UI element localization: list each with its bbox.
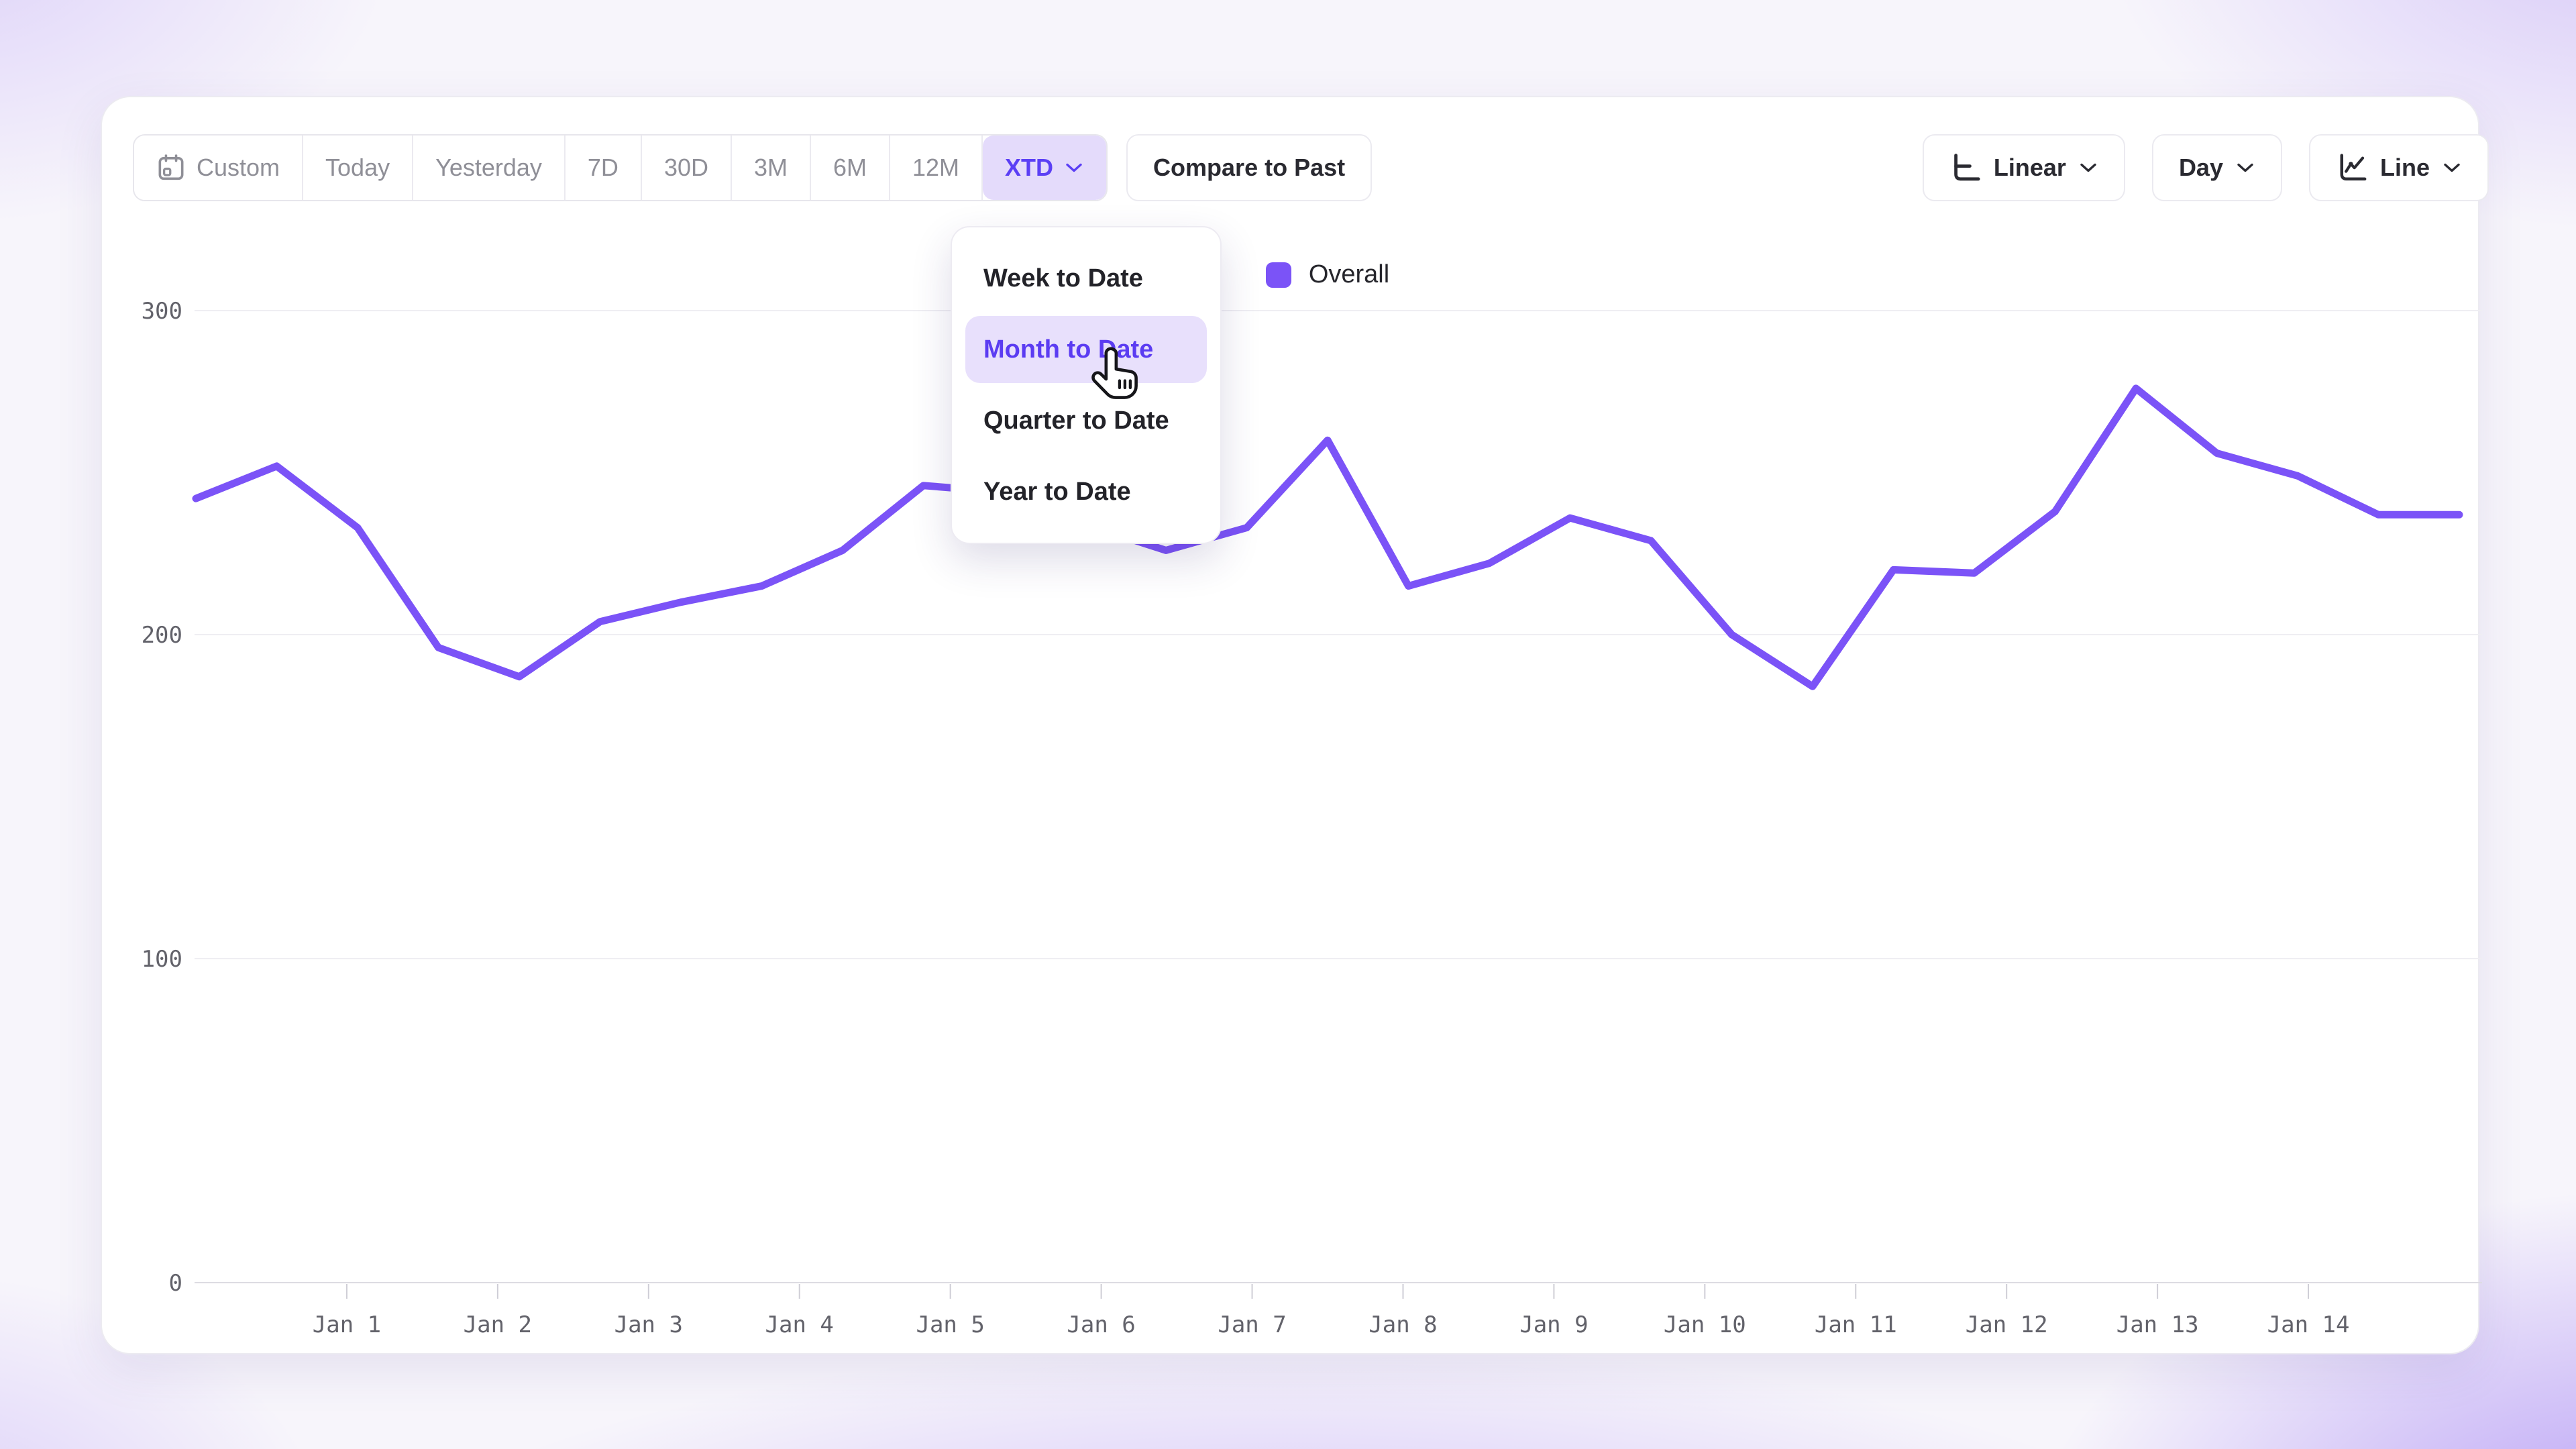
x-axis-label-jan-9: Jan 9: [1519, 1311, 1588, 1338]
x-axis-label-jan-6: Jan 6: [1067, 1311, 1135, 1338]
menu-item-year-to-date[interactable]: Year to Date: [965, 458, 1207, 525]
y-axis-label-0: 0: [169, 1270, 182, 1297]
range-button-30d[interactable]: 30D: [641, 136, 732, 200]
y-axis-label-200: 200: [142, 622, 182, 649]
x-axis-label-jan-10: Jan 10: [1664, 1311, 1746, 1338]
x-axis-label-jan-14: Jan 14: [2267, 1311, 2350, 1338]
legend: Overall: [196, 260, 2459, 289]
range-button-label: XTD: [1005, 154, 1054, 181]
range-button-7d[interactable]: 7D: [565, 136, 642, 200]
menu-item-quarter-to-date[interactable]: Quarter to Date: [965, 387, 1207, 454]
x-axis-label-jan-12: Jan 12: [1966, 1311, 2048, 1338]
y-axis-label-300: 300: [142, 298, 182, 325]
menu-item-label: Year to Date: [983, 477, 1131, 506]
x-axis-label-jan-7: Jan 7: [1218, 1311, 1286, 1338]
cursor-pointer-icon: [1088, 343, 1150, 414]
x-axis-label-jan-8: Jan 8: [1368, 1311, 1437, 1338]
menu-item-week-to-date[interactable]: Week to Date: [965, 245, 1207, 312]
range-button-label: 30D: [663, 154, 708, 181]
series-line-overall: [192, 384, 2463, 690]
x-axis-label-jan-4: Jan 4: [765, 1311, 834, 1338]
menu-item-month-to-date[interactable]: Month to Date: [965, 316, 1207, 383]
range-button-label: Yesterday: [435, 154, 542, 181]
legend-swatch-icon: [1265, 262, 1291, 288]
range-button-12m[interactable]: 12M: [890, 136, 983, 200]
range-button-label: Custom: [197, 154, 280, 181]
day-button-label: Day: [2178, 154, 2223, 181]
linear-dropdown-button[interactable]: Linear: [1922, 134, 2125, 201]
line-chart-icon: [2336, 152, 2368, 184]
menu-item-label: Month to Date: [983, 335, 1154, 364]
range-button-label: 3M: [753, 154, 788, 181]
range-button-label: Today: [325, 154, 390, 181]
range-button-3m[interactable]: 3M: [731, 136, 811, 200]
range-button-yesterday[interactable]: Yesterday: [413, 136, 566, 200]
calendar-icon: [156, 153, 186, 182]
linear-button-label: Linear: [1993, 154, 2066, 181]
menu-item-label: Week to Date: [983, 264, 1143, 292]
line-button-label: Line: [2379, 154, 2430, 181]
range-button-6m[interactable]: 6M: [811, 136, 891, 200]
range-button-label: 7D: [587, 154, 619, 181]
range-button-label: 12M: [912, 154, 960, 181]
legend-label: Overall: [1308, 260, 1390, 288]
chart-options-group: Linear Day Line: [1922, 134, 2489, 201]
y-axis-label-100: 100: [142, 946, 182, 973]
compare-to-past-label: Compare to Past: [1153, 154, 1346, 181]
menu-item-label: Quarter to Date: [983, 406, 1169, 435]
x-axis-label-jan-11: Jan 11: [1815, 1311, 1897, 1338]
xtd-dropdown-menu: Week to Date Month to Date Quarter to Date…: [951, 226, 1222, 544]
x-axis-label-jan-2: Jan 2: [464, 1311, 532, 1338]
compare-to-past-button[interactable]: Compare to Past: [1126, 134, 1373, 201]
linear-axis-icon: [1949, 152, 1982, 184]
x-axis-label-jan-1: Jan 1: [313, 1311, 381, 1338]
x-axis-label-jan-5: Jan 5: [916, 1311, 984, 1338]
range-button-xtd[interactable]: XTD: [983, 136, 1107, 200]
x-axis-label-jan-3: Jan 3: [614, 1311, 683, 1338]
legend-item-overall[interactable]: Overall: [1265, 260, 1390, 289]
line-dropdown-button[interactable]: Line: [2308, 134, 2489, 201]
x-axis-label-jan-13: Jan 13: [2116, 1311, 2199, 1338]
range-button-custom[interactable]: Custom: [134, 136, 304, 200]
range-button-label: 6M: [833, 154, 867, 181]
date-range-segmented-control: Custom Today Yesterday 7D 30D 3M 6M 12M XTD: [133, 134, 1108, 201]
day-dropdown-button[interactable]: Day: [2151, 134, 2282, 201]
chart-card: [101, 96, 2479, 1354]
range-button-today[interactable]: Today: [303, 136, 414, 200]
toolbar: Custom Today Yesterday 7D 30D 3M 6M 12M XTD Comp…: [133, 134, 2489, 201]
